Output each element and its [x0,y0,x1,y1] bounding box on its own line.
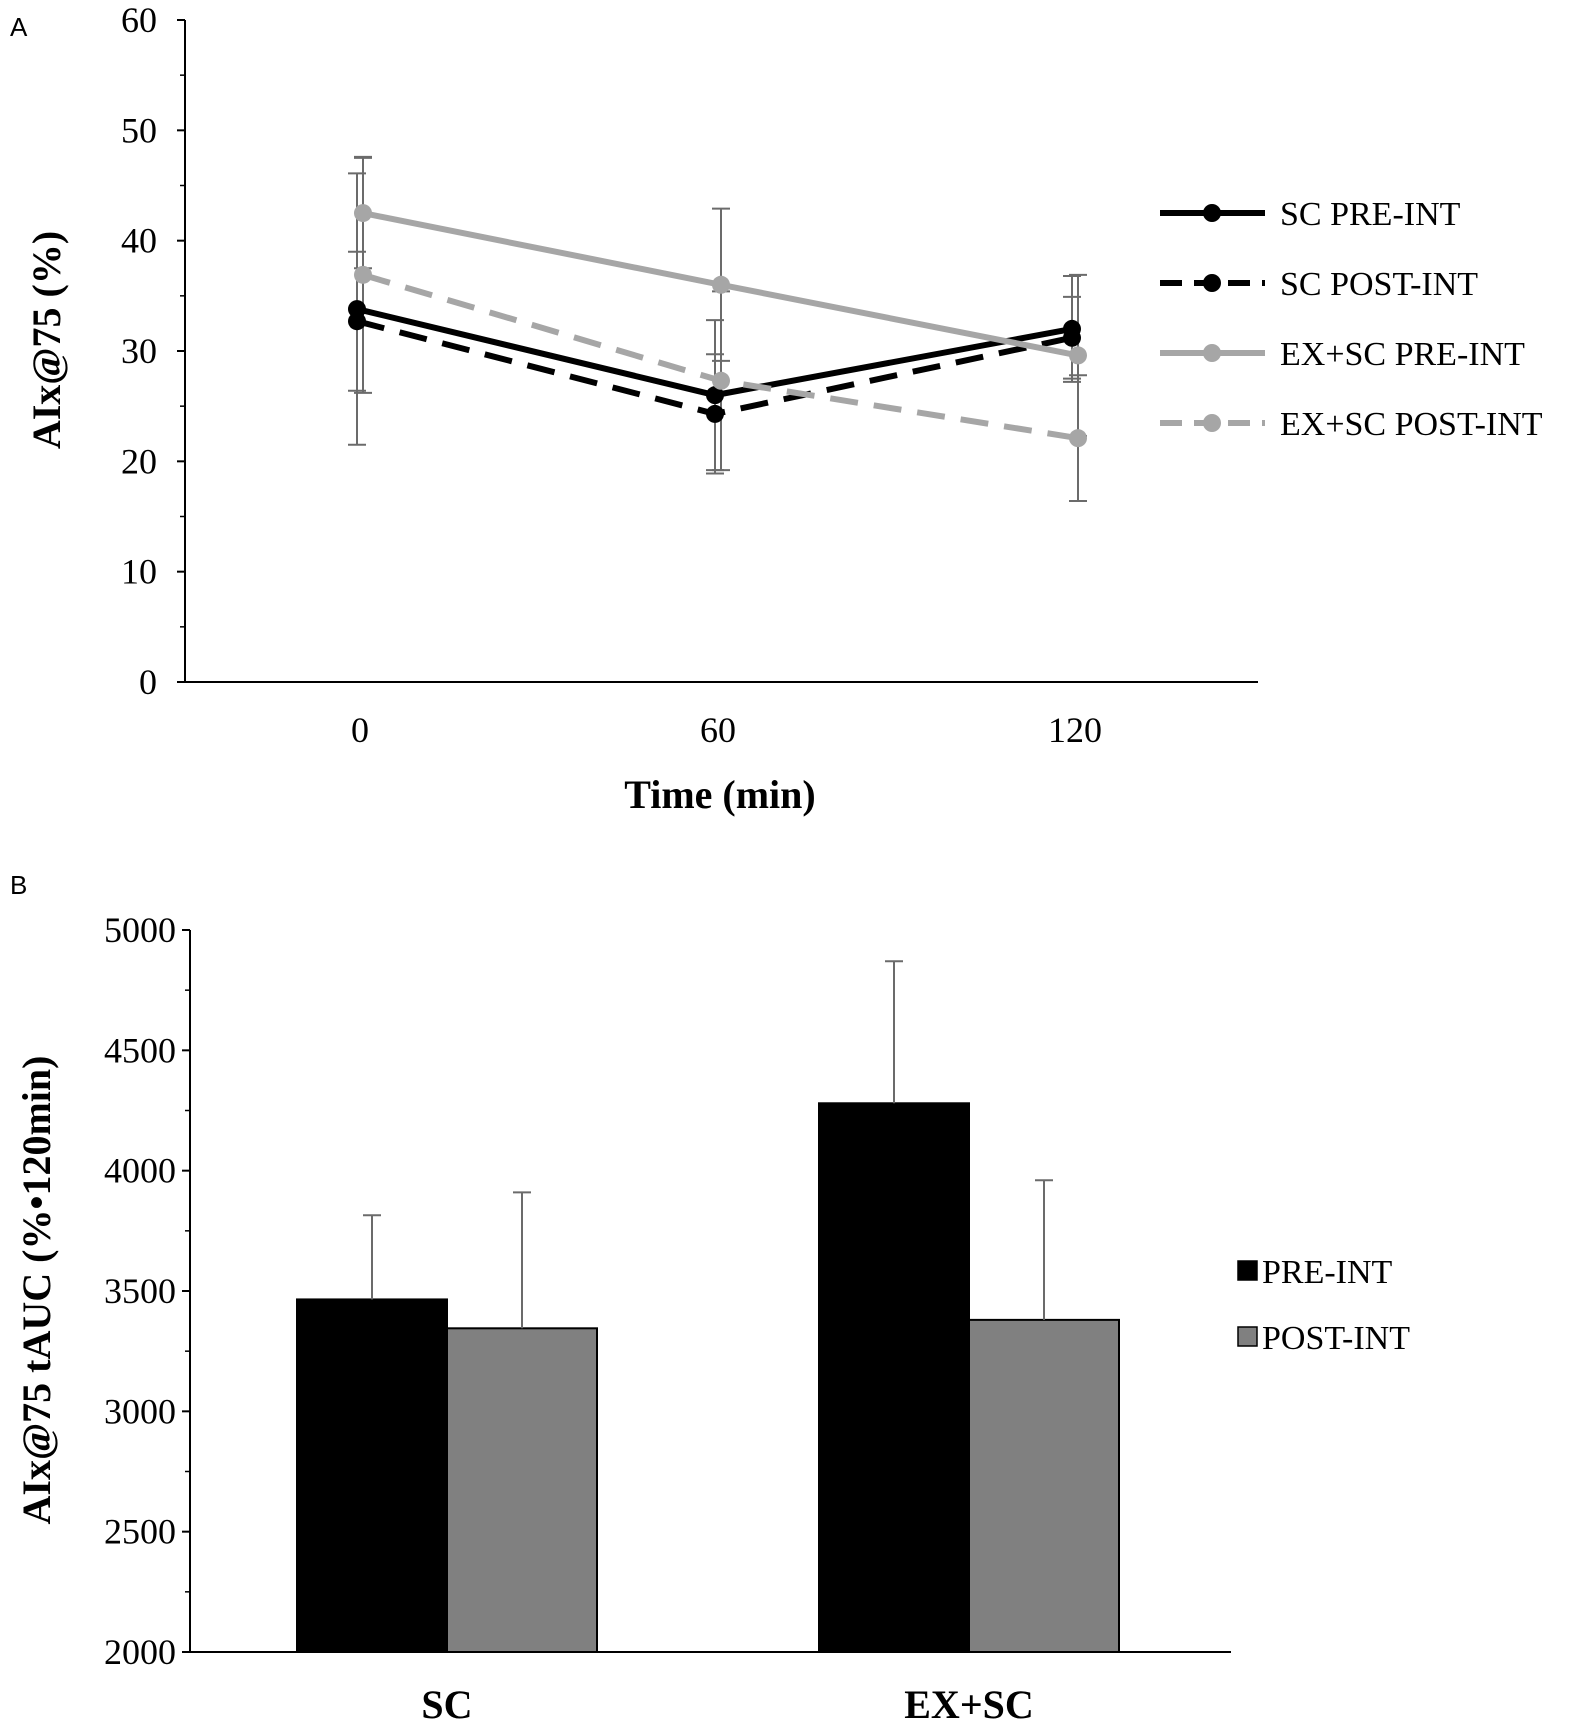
x-tick-label: 120 [1048,710,1102,750]
panel-a: A 0 10 20 30 40 50 60 0 60 120 AIx@75 (%) Time (… [10,0,1543,817]
category-label: EX+SC [904,1682,1034,1726]
y-tick-label: 5000 [104,910,176,950]
y-tick-label: 2000 [104,1632,176,1672]
bar-pre-int-sc [296,1298,448,1653]
bar-post-int-sc [446,1327,598,1653]
panel-a-y-ticks: 0 10 20 30 40 50 60 [121,0,185,702]
data-point-sc-post-int [1063,328,1081,347]
y-tick-label: 3500 [104,1271,176,1311]
y-tick-label: 50 [121,110,157,150]
y-tick-label: 3000 [104,1391,176,1431]
bar-pre-int-ex-sc [818,1102,970,1653]
bar-post-int-ex-sc [968,1318,1120,1653]
x-tick-label: 0 [351,710,369,750]
legend-label: EX+SC PRE-INT [1280,336,1525,373]
data-point-ex-sc-pre-int [712,275,730,294]
panel-b-legend: PRE-INT POST-INT [1237,1254,1410,1357]
legend-label: POST-INT [1262,1320,1410,1357]
data-point-ex-sc-post-int [354,265,372,284]
legend-marker-ex-sc-post-int [1203,414,1221,432]
legend-marker-sc-post-int [1203,274,1221,292]
panel-a-x-ticks: 0 60 120 [351,710,1102,750]
data-point-sc-post-int [706,404,724,423]
panel-b-x-ticks: SC EX+SC [421,1682,1033,1726]
legend-label: SC PRE-INT [1280,196,1461,233]
y-tick-label: 2500 [104,1512,176,1552]
data-point-ex-sc-pre-int [354,204,372,223]
legend-label: SC POST-INT [1280,266,1478,303]
panel-b-bars [296,960,1120,1653]
panel-a-error-bars [348,155,1087,503]
panel-a-legend: SC PRE-INT SC POST-INT EX+SC PRE-INT EX+SC … [1160,196,1543,443]
x-tick-label: 60 [700,710,736,750]
legend-label: EX+SC POST-INT [1280,406,1543,443]
data-point-ex-sc-post-int [712,371,730,390]
data-point-ex-sc-pre-int [1069,346,1087,365]
panel-a-letter: A [10,12,28,42]
y-tick-label: 60 [121,0,157,40]
y-tick-label: 0 [139,662,157,702]
y-tick-label: 30 [121,331,157,371]
legend-marker-ex-sc-pre-int [1203,344,1221,362]
legend-marker-sc-pre-int [1203,204,1221,222]
panel-a-x-axis-label: Time (min) [624,772,815,817]
panel-b-y-axis-label: AIx@75 tAUC (%•120min) [14,1056,59,1525]
legend-swatch-pre-int [1237,1260,1258,1281]
y-tick-label: 10 [121,552,157,592]
panel-b-y-ticks: 2000 2500 3000 3500 4000 4500 5000 [104,910,190,1672]
data-point-sc-post-int [348,312,366,331]
y-tick-label: 40 [121,221,157,261]
panel-b: B 2000 2500 3000 3500 4000 4500 5000 SC EX+SC A… [10,870,1410,1726]
data-point-sc-pre-int [706,386,724,405]
panel-b-letter: B [10,870,27,900]
panel-a-series [348,204,1087,448]
y-tick-label: 20 [121,441,157,481]
legend-label: PRE-INT [1262,1254,1393,1291]
panel-a-y-axis-label: AIx@75 (%) [24,231,69,449]
y-tick-label: 4000 [104,1151,176,1191]
legend-swatch-post-int [1237,1326,1258,1347]
category-label: SC [421,1682,472,1726]
y-tick-label: 4500 [104,1030,176,1070]
data-point-ex-sc-post-int [1069,429,1087,448]
